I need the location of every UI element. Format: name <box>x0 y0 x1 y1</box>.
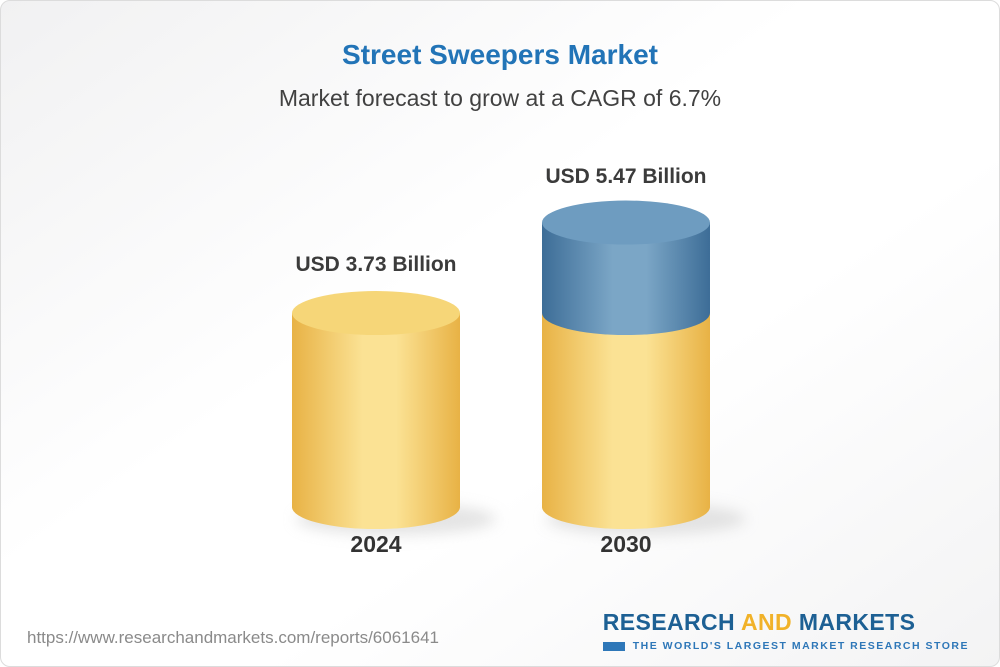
category-label-2024: 2024 <box>350 531 402 557</box>
logo-wordmark: RESEARCH AND MARKETS <box>603 609 969 636</box>
report-url-link[interactable]: https://www.researchandmarkets.com/repor… <box>27 628 439 647</box>
logo-word-research: RESEARCH <box>602 609 736 635</box>
chart-title: Street Sweepers Market <box>342 39 658 70</box>
value-label-2030: USD 5.47 Billion <box>545 165 707 188</box>
logo-bar-icon <box>602 641 625 651</box>
research-and-markets-logo: RESEARCH AND MARKETS THE WORLD'S LARGEST… <box>602 609 969 652</box>
logo-word-markets: MARKETS <box>798 609 916 635</box>
chart-subtitle: Market forecast to grow at a CAGR of 6.7… <box>278 85 722 111</box>
logo-word-and: AND <box>740 609 793 635</box>
value-label-2024: USD 3.73 Billion <box>295 253 457 276</box>
category-label-2030: 2030 <box>600 531 652 557</box>
logo-tagline: THE WORLD'S LARGEST MARKET RESEARCH STOR… <box>632 640 969 652</box>
chart-header: Street Sweepers Market Market forecast t… <box>1 39 999 112</box>
logo-tagline-row: THE WORLD'S LARGEST MARKET RESEARCH STOR… <box>602 640 969 652</box>
